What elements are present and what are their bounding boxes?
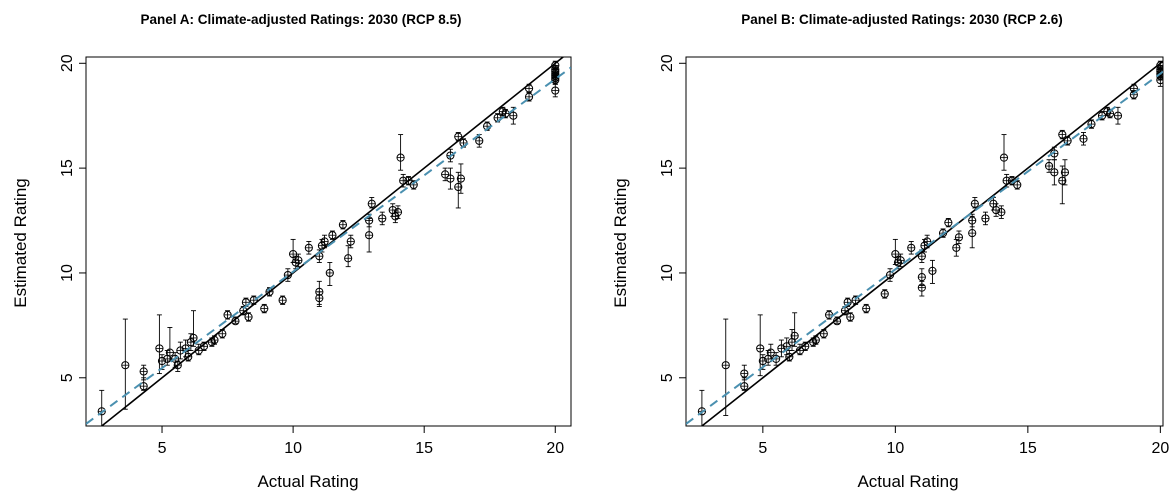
data-point	[1058, 130, 1067, 139]
panel-b-chart: Panel B: Climate-adjusted Ratings: 2030 …	[611, 12, 1169, 491]
fitted-dashed-line	[686, 70, 1163, 425]
plot-area	[86, 57, 571, 426]
data-point	[968, 216, 977, 225]
data-point	[1060, 168, 1070, 177]
x-tick-label: 20	[546, 440, 564, 457]
data-point	[928, 266, 937, 275]
panel-a-chart: Panel A: Climate-adjusted Ratings: 2030 …	[11, 12, 572, 491]
diagonal-reference-line	[700, 60, 1163, 426]
x-tick-label: 10	[284, 440, 302, 457]
data-point	[1087, 119, 1096, 129]
x-tick-label: 15	[415, 440, 433, 457]
data-point	[981, 214, 990, 223]
plot-frame	[85, 56, 572, 427]
y-tick-label: 10	[59, 264, 76, 282]
x-tick-label: 20	[1151, 440, 1169, 457]
x-tick-label: 5	[758, 440, 767, 457]
x-tick-label: 10	[886, 440, 904, 457]
y-tick-label: 5	[659, 373, 676, 382]
fitted-dashed-line	[86, 66, 571, 425]
x-tick-label: 15	[1019, 440, 1037, 457]
y-tick-label: 10	[659, 264, 676, 282]
x-axis-label: Actual Rating	[257, 472, 358, 491]
panel-a: Panel A: Climate-adjusted Ratings: 2030 …	[0, 0, 585, 495]
y-axis-label: Estimated Rating	[11, 178, 30, 307]
y-tick-label: 20	[59, 54, 76, 72]
y-axis-label: Estimated Rating	[611, 178, 630, 307]
plot-area	[686, 60, 1163, 426]
y-tick-label: 5	[59, 373, 76, 382]
data-point	[1058, 176, 1067, 185]
panel-b: Panel B: Climate-adjusted Ratings: 2030 …	[600, 0, 1171, 495]
chart-title: Panel B: Climate-adjusted Ratings: 2030 …	[741, 12, 1063, 27]
data-point	[862, 304, 871, 313]
x-axis-label: Actual Rating	[857, 472, 958, 491]
y-tick-label: 15	[659, 159, 676, 177]
x-tick-label: 5	[158, 440, 167, 457]
data-point	[1044, 161, 1054, 171]
data-point	[968, 229, 977, 238]
y-tick-label: 15	[59, 159, 76, 177]
y-tick-label: 20	[659, 54, 676, 72]
data-point	[954, 233, 964, 242]
chart-title: Panel A: Climate-adjusted Ratings: 2030 …	[140, 12, 461, 27]
plot-frame	[685, 56, 1164, 427]
